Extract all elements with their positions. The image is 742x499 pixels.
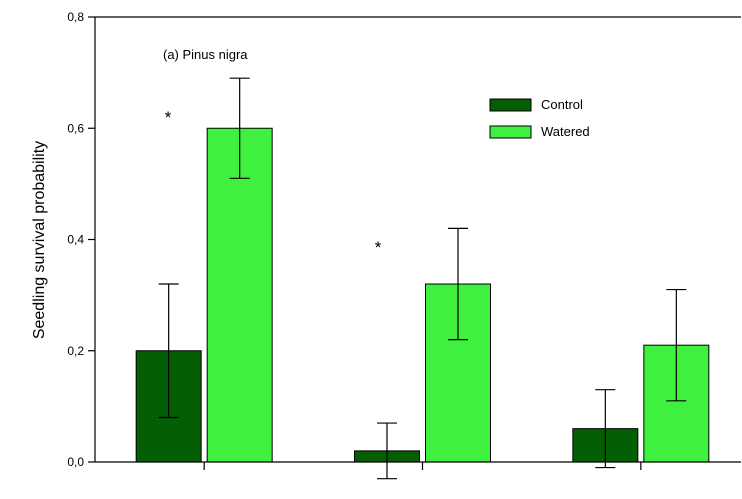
error-bar-watered-2	[448, 227, 468, 341]
y-tick-label-4: 0,8	[67, 10, 84, 24]
legend-swatch-control	[489, 98, 532, 112]
bars-layer	[135, 127, 710, 463]
y-tick-label-0: 0,0	[67, 455, 84, 469]
legend-swatch-watered	[489, 125, 532, 139]
error-bar-watered-3	[666, 288, 687, 402]
y-axis-ticks: 0,0 0,2 0,4 0,6 0,8	[67, 10, 95, 469]
annotations-layer: **	[165, 108, 382, 257]
panel-title: (a) Pinus nigra	[163, 47, 248, 62]
error-bar-control-3	[595, 389, 616, 469]
y-tick-label-3: 0,6	[67, 121, 84, 135]
y-tick-label-2: 0,4	[67, 233, 84, 247]
bar-watered-1	[206, 127, 273, 463]
error-bars-layer	[158, 77, 687, 480]
legend-label-control: Control	[541, 97, 583, 112]
error-bar-watered-1	[229, 77, 250, 179]
y-axis-title: Seedling survival probability	[31, 141, 48, 339]
error-bar-control-2	[377, 422, 397, 480]
legend: Control Watered	[489, 97, 590, 139]
significance-asterisk-1: *	[165, 108, 172, 127]
significance-asterisk-2: *	[375, 238, 382, 257]
error-bar-control-1	[158, 283, 179, 419]
y-tick-label-1: 0,2	[67, 344, 84, 358]
legend-label-watered: Watered	[541, 124, 590, 139]
x-axis-ticks	[203, 462, 642, 470]
